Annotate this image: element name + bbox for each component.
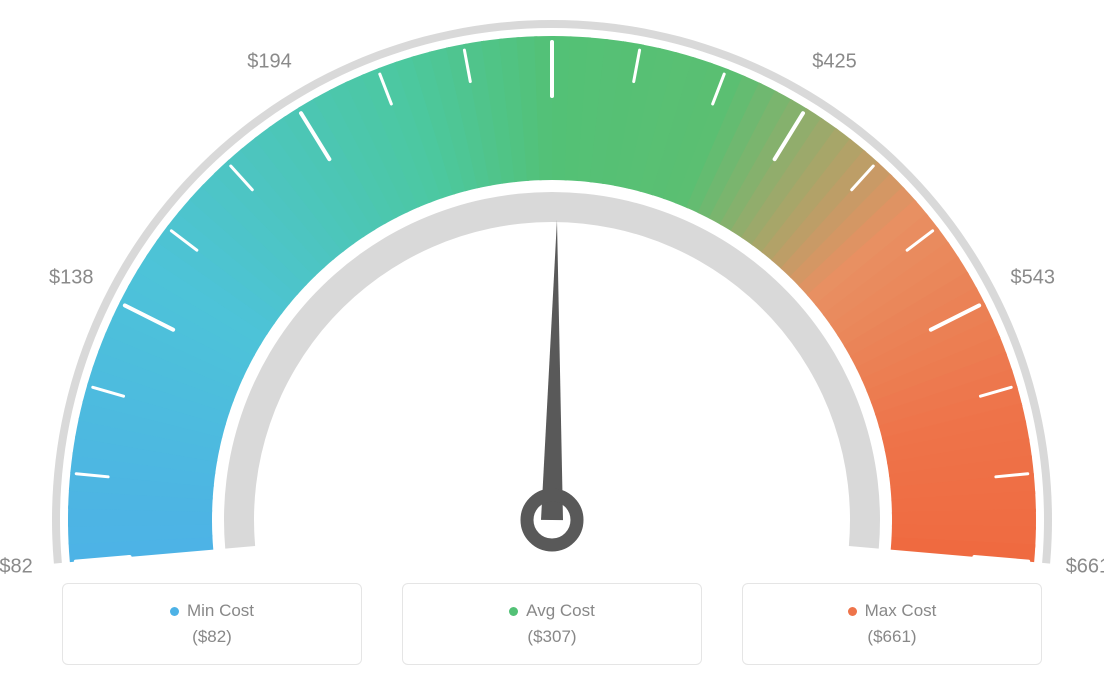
scale-label: $425 bbox=[812, 51, 857, 74]
legend-dot-avg bbox=[509, 607, 518, 616]
legend-top: Min Cost bbox=[170, 601, 254, 621]
cost-gauge-chart: $82$138$194$307$425$543$661 Min Cost ($8… bbox=[0, 0, 1104, 690]
scale-label: $138 bbox=[49, 267, 94, 290]
legend-card-avg: Avg Cost ($307) bbox=[402, 583, 702, 665]
legend-row: Min Cost ($82) Avg Cost ($307) Max Cost … bbox=[0, 583, 1104, 665]
scale-label: $661 bbox=[1066, 555, 1104, 578]
legend-value-avg: ($307) bbox=[527, 627, 576, 647]
legend-label-avg: Avg Cost bbox=[526, 601, 595, 621]
gauge-area: $82$138$194$307$425$543$661 bbox=[0, 0, 1104, 560]
legend-label-min: Min Cost bbox=[187, 601, 254, 621]
gauge-svg bbox=[0, 0, 1104, 580]
legend-dot-min bbox=[170, 607, 179, 616]
scale-label: $194 bbox=[247, 51, 292, 74]
scale-label: $543 bbox=[1010, 267, 1055, 290]
legend-label-max: Max Cost bbox=[865, 601, 937, 621]
legend-value-min: ($82) bbox=[192, 627, 232, 647]
legend-dot-max bbox=[848, 607, 857, 616]
legend-card-min: Min Cost ($82) bbox=[62, 583, 362, 665]
legend-top: Avg Cost bbox=[509, 601, 595, 621]
legend-top: Max Cost bbox=[848, 601, 937, 621]
legend-card-max: Max Cost ($661) bbox=[742, 583, 1042, 665]
legend-value-max: ($661) bbox=[867, 627, 916, 647]
scale-label: $82 bbox=[0, 555, 33, 578]
